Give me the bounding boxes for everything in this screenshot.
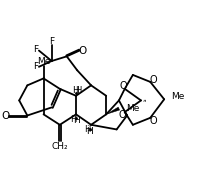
Text: O: O <box>118 110 126 120</box>
Text: Ḣ: Ḣ <box>84 125 90 134</box>
Text: Me: Me <box>125 104 139 113</box>
Text: Me: Me <box>37 57 50 66</box>
Text: O: O <box>78 46 86 56</box>
Text: O: O <box>1 111 9 121</box>
Text: Ḣ: Ḣ <box>70 115 76 124</box>
Text: ,,: ,, <box>142 94 147 103</box>
Text: H: H <box>86 127 93 136</box>
Text: O: O <box>149 75 156 85</box>
Text: H: H <box>73 116 80 125</box>
Text: H: H <box>75 86 81 95</box>
Text: O: O <box>149 116 156 126</box>
Text: F: F <box>33 45 39 54</box>
Text: F: F <box>49 37 54 46</box>
Text: CH₂: CH₂ <box>51 142 68 151</box>
Text: O: O <box>119 81 127 91</box>
Text: Me: Me <box>171 93 184 102</box>
Polygon shape <box>106 107 119 114</box>
Text: H: H <box>72 86 79 95</box>
Text: F: F <box>33 62 39 71</box>
